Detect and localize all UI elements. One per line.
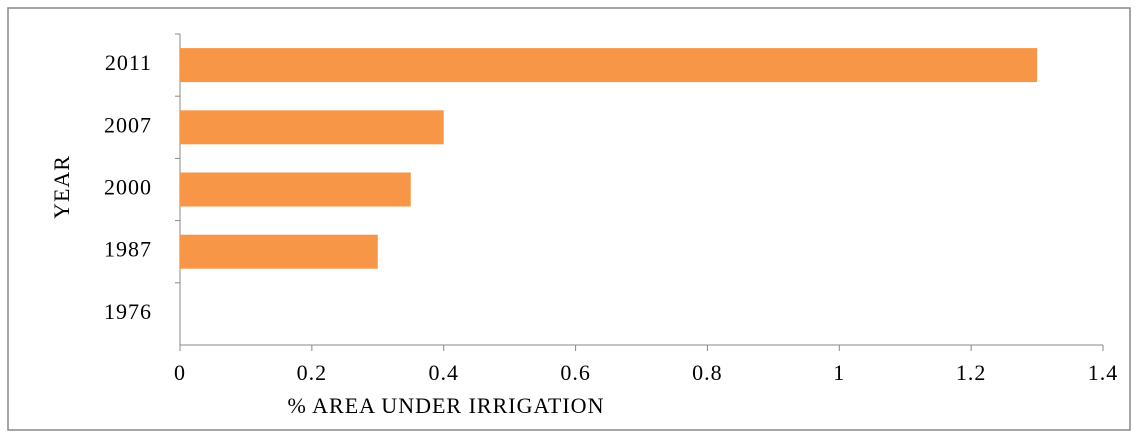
bar xyxy=(180,110,444,145)
bar xyxy=(180,48,1038,83)
x-tick-label: 0 xyxy=(174,360,186,385)
x-tick-label: 0.2 xyxy=(297,360,328,385)
y-axis-title: YEAR xyxy=(49,155,74,219)
x-tick-label: 0.4 xyxy=(428,360,459,385)
y-tick-label: 2011 xyxy=(105,50,152,75)
y-tick-label: 1987 xyxy=(104,237,152,262)
bar xyxy=(180,234,378,269)
x-tick-label: 0.8 xyxy=(692,360,723,385)
y-tick-label: 2007 xyxy=(104,112,152,137)
x-tick-label: 0.6 xyxy=(560,360,591,385)
x-tick-label: 1 xyxy=(833,360,845,385)
bar xyxy=(180,172,411,207)
y-tick-label: 1976 xyxy=(104,299,152,324)
x-tick-label: 1.2 xyxy=(956,360,987,385)
x-tick-label: 1.4 xyxy=(1088,360,1119,385)
y-tick-label: 2000 xyxy=(104,175,152,200)
x-axis-title: % AREA UNDER IRRIGATION xyxy=(288,393,605,418)
